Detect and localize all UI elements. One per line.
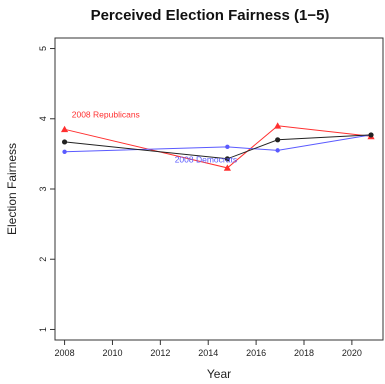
annotation-0: 2008 Republicans — [72, 109, 140, 119]
x-tick-label-2020: 2020 — [342, 348, 362, 358]
y-axis-label: Election Fairness — [5, 143, 19, 235]
series-line-1 — [64, 134, 372, 153]
series-1-point-0 — [62, 149, 67, 154]
y-tick-label-5: 5 — [38, 46, 48, 51]
series-line-0 — [64, 125, 372, 169]
series-2-point-1 — [224, 156, 230, 162]
series-2-point-3 — [368, 132, 374, 138]
series-line-2 — [64, 134, 372, 160]
series-0-point-0 — [60, 125, 69, 133]
series-0-point-1 — [223, 164, 231, 171]
x-tick-label-2014: 2014 — [198, 348, 218, 358]
y-axis: 1 2 3 4 5 — [38, 46, 55, 332]
series-2-point-2 — [275, 137, 281, 143]
series-1-point-2 — [275, 148, 280, 153]
series-1-point-1 — [225, 144, 230, 150]
y-tick-label-2: 2 — [38, 257, 48, 262]
x-tick-label-2008: 2008 — [55, 348, 75, 358]
series-0-point-2 — [274, 122, 282, 129]
x-axis-label: Year — [207, 367, 231, 381]
series-layer — [60, 122, 375, 171]
y-tick-label-4: 4 — [38, 116, 48, 121]
y-tick-label-1: 1 — [38, 327, 48, 332]
plot-area — [54, 37, 384, 341]
x-tick-label-2018: 2018 — [294, 348, 314, 358]
annotation-1: 2008 Democrats — [175, 154, 237, 164]
series-2-point-0 — [61, 139, 68, 145]
chart-title: Perceived Election Fairness (1−5) — [91, 7, 330, 24]
x-tick-label-2012: 2012 — [150, 348, 170, 358]
x-axis: 2008 2010 2012 2014 2016 2018 2020 — [55, 340, 362, 358]
x-tick-label-2010: 2010 — [102, 348, 122, 358]
x-tick-label-2016: 2016 — [246, 348, 266, 358]
y-tick-label-3: 3 — [38, 186, 48, 191]
annotation-layer: 2008 Republicans 2008 Democrats — [72, 109, 237, 164]
